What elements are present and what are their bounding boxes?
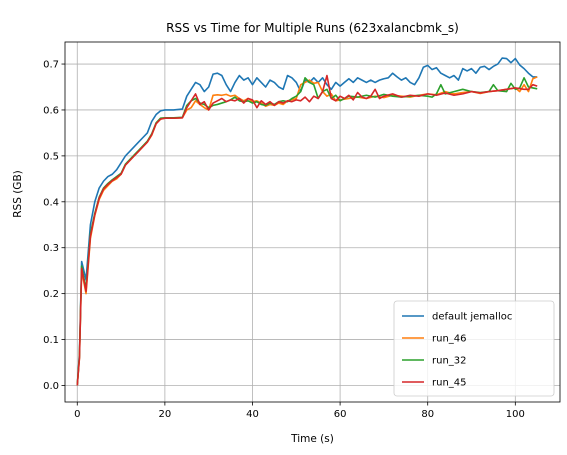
- x-axis-label: Time (s): [290, 433, 334, 445]
- x-tick-label: 60: [334, 409, 347, 420]
- y-tick-label: 0.5: [43, 151, 59, 162]
- x-tick-label: 100: [506, 409, 525, 420]
- legend-label: run_32: [432, 356, 467, 367]
- y-tick-label: 0.1: [43, 335, 59, 346]
- legend-label: default jemalloc: [432, 312, 512, 323]
- legend-box: [393, 300, 555, 397]
- series-lines: [76, 57, 538, 386]
- y-tick-label: 0.7: [43, 60, 59, 71]
- plot-frame: [64, 41, 561, 403]
- y-tick-label: 0.0: [43, 381, 59, 392]
- chart-title: RSS vs Time for Multiple Runs (623xalanc…: [166, 21, 459, 35]
- legend: default jemalloc run_46 run_32 run_45: [393, 300, 555, 397]
- y-tick-label: 0.2: [43, 289, 59, 300]
- x-tick-label: 40: [246, 409, 259, 420]
- y-tick-label: 0.6: [43, 105, 59, 116]
- series-line-run-45: [76, 74, 538, 386]
- y-tick-label: 0.4: [43, 197, 59, 208]
- x-tick-label: 0: [74, 409, 80, 420]
- x-tick-label: 20: [159, 409, 172, 420]
- y-tick-label: 0.3: [43, 243, 59, 254]
- x-tick-label: 80: [421, 409, 434, 420]
- y-axis-label: RSS (GB): [12, 170, 24, 218]
- axis-ticks: 0 20 40 60 80 100 0.0 0.1 0.2 0.3 0.4 0.5 0.6 0.7: [43, 60, 525, 420]
- legend-label: run_46: [432, 334, 467, 345]
- legend-label: run_45: [432, 378, 467, 389]
